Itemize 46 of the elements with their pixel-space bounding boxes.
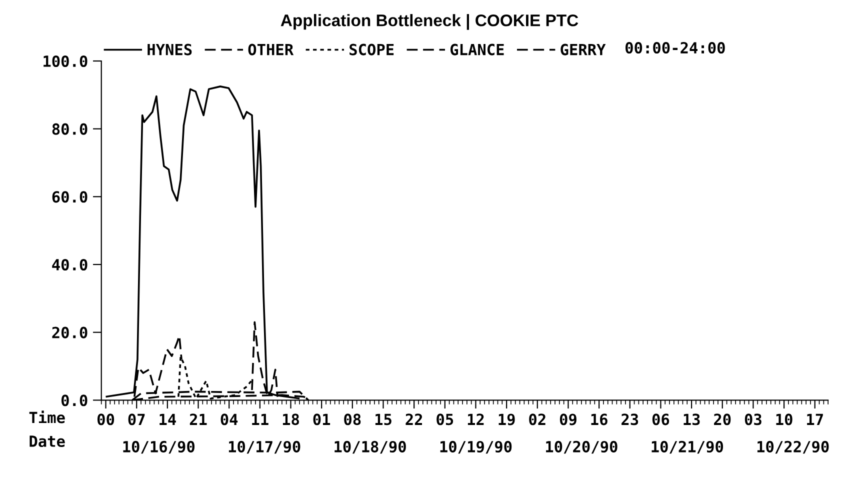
x-tick-label: 14 (160, 414, 176, 425)
x-tick-label: 07 (128, 414, 145, 426)
legend-label: SCOPE (350, 44, 394, 56)
y-tick-label: 80.0 (52, 123, 88, 135)
chart-subtitle: 00:00-24:00 (626, 42, 725, 54)
y-tick-label: 100.0 (44, 55, 88, 68)
x-tick-label: 16 (591, 414, 608, 426)
x-tick-label: 15 (375, 414, 392, 426)
x2-tick-label: 10/21/90 (652, 440, 724, 454)
x-tick-label: 00 (97, 414, 114, 426)
x-tick-label: 02 (529, 414, 546, 426)
x-tick-label: 13 (684, 414, 700, 426)
x-tick-label: 03 (744, 414, 762, 426)
x-tick-label: 11 (252, 414, 268, 425)
x-tick-label: 19 (498, 414, 515, 426)
x2-tick-label: 10/19/90 (440, 440, 512, 454)
x2-tick-label: 10/17/90 (228, 440, 300, 454)
x2-tick-label: 10/20/90 (546, 440, 618, 454)
legend-label: GERRY (560, 44, 606, 56)
x-tick-label: 18 (282, 414, 299, 426)
x-axis-title: Time (29, 410, 65, 424)
x-tick-label: 06 (652, 414, 670, 426)
legend-label: GLANCE (450, 44, 504, 56)
x-tick-label: 20 (714, 414, 731, 426)
x-tick-label: 09 (560, 414, 576, 426)
y-tick-label: 20.0 (52, 326, 88, 338)
x-tick-label: 01 (313, 414, 330, 426)
x2-tick-label: 10/22/90 (757, 440, 829, 454)
x-tick-label: 05 (436, 414, 454, 426)
legend-label: OTHER (248, 44, 294, 56)
y-tick-label: 40.0 (52, 258, 88, 271)
x-tick-label: 12 (468, 414, 484, 425)
x-tick-label: 22 (406, 414, 422, 425)
y-tick-label: 0.0 (61, 394, 88, 406)
x-tick-label: 17 (807, 414, 823, 425)
x-tick-label: 08 (344, 414, 361, 426)
x2-tick-label: 10/18/90 (334, 440, 406, 454)
legend-label: HYNES (148, 44, 192, 56)
x-tick-label: 21 (190, 414, 207, 425)
x2-tick-label: 10/16/90 (123, 440, 194, 454)
x2-axis-title: Date (30, 436, 65, 447)
x-tick-label: 04 (220, 414, 238, 426)
chart-title: Application Bottleneck | COOKIE PTC (280, 14, 578, 30)
y-tick-label: 60.0 (52, 191, 88, 203)
x-tick-label: 10 (776, 414, 792, 426)
x-tick-label: 23 (622, 414, 638, 426)
